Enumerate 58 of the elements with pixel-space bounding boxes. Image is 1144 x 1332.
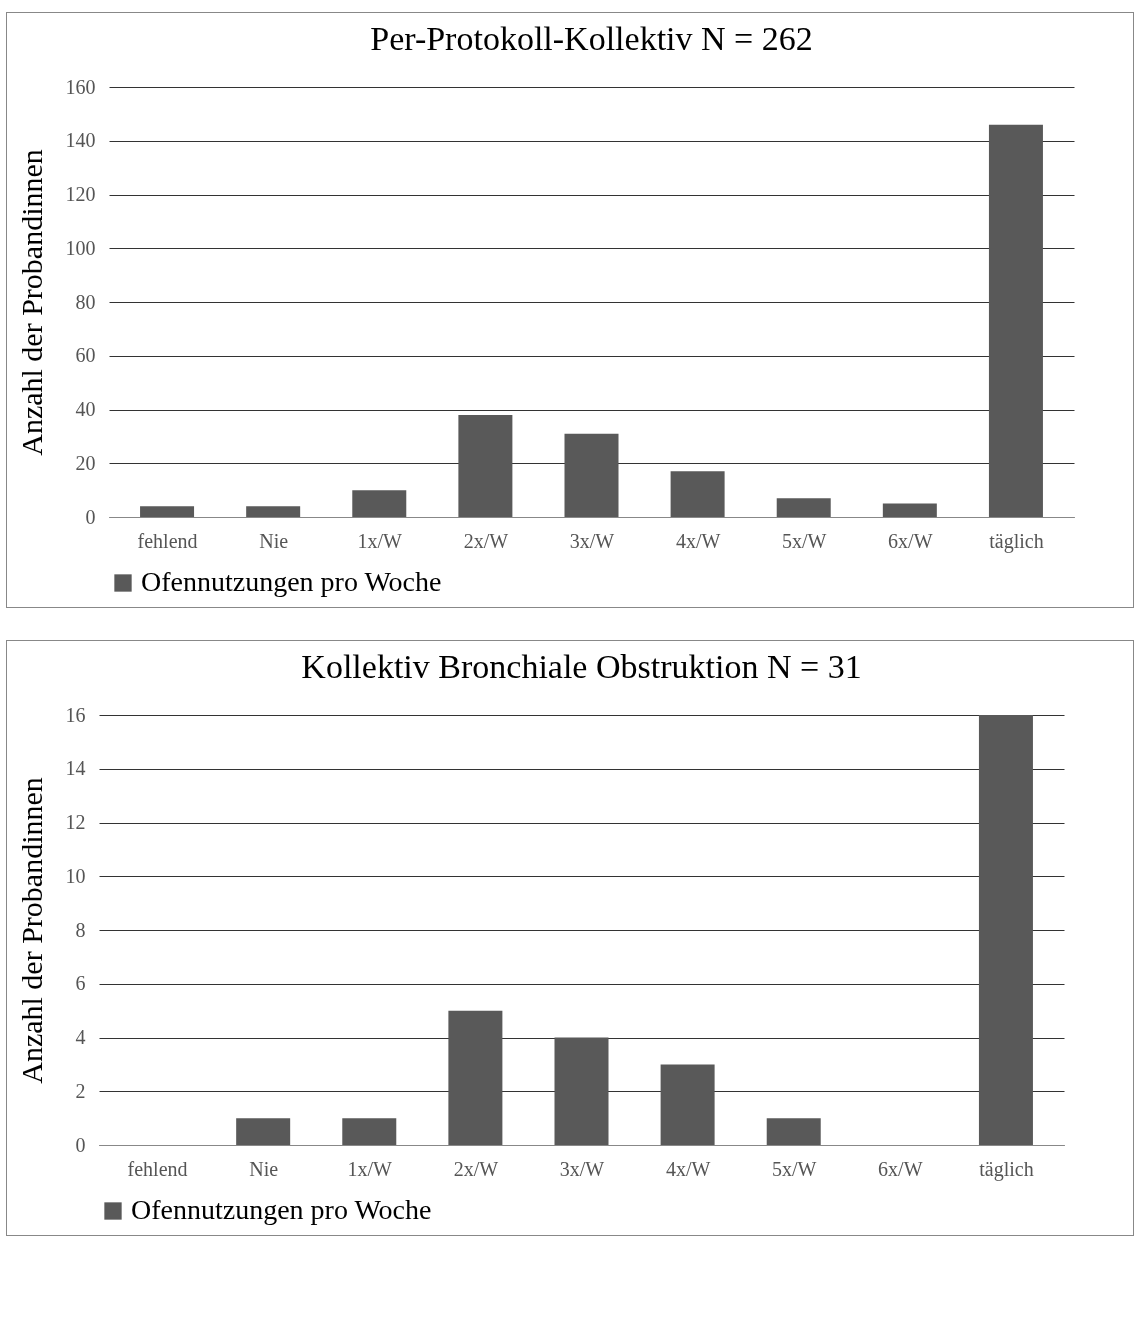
legend-label: Ofennutzungen pro Woche [141,566,442,597]
y-tick-label: 0 [75,1133,86,1156]
x-tick-label: 6x/W [888,529,933,552]
bar [448,1010,503,1145]
x-tick-label: 1x/W [347,1157,393,1180]
y-tick-label: 14 [65,757,86,780]
bar [352,490,407,517]
x-tick-label: 2x/W [463,529,509,552]
bar [564,433,619,517]
y-axis-title: Anzahl der Probandinnen [14,777,48,1084]
chart-title: Per-Protokoll-Kollektiv N = 262 [370,20,813,57]
bar [660,1064,715,1145]
y-tick-label: 80 [75,290,96,313]
x-tick-label: 3x/W [569,529,615,552]
y-tick-label: 12 [65,811,86,833]
y-tick-label: 8 [75,918,86,941]
x-tick-label: täglich [989,529,1044,553]
y-tick-label: 40 [75,398,96,420]
x-tick-label: fehlend [127,1157,188,1180]
bar [554,1037,609,1145]
x-tick-label: 6x/W [878,1157,923,1180]
bar [246,506,301,517]
x-tick-label: 3x/W [559,1157,605,1180]
x-tick-label: 2x/W [453,1157,499,1180]
y-tick-label: 6 [75,972,86,995]
x-tick-label: 5x/W [782,529,827,552]
y-tick-label: 10 [65,864,86,887]
y-tick-label: 160 [65,75,96,98]
x-tick-label: Nie [249,1157,279,1180]
x-tick-label: 5x/W [772,1157,817,1180]
y-tick-label: 2 [75,1079,86,1102]
bar [458,414,513,517]
y-tick-label: 0 [85,505,96,528]
bar [988,124,1043,517]
bar [140,506,195,517]
y-tick-label: 120 [65,183,96,205]
bar [236,1118,291,1145]
y-tick-label: 60 [75,344,96,367]
y-tick-label: 100 [65,236,96,259]
y-tick-label: 20 [75,451,96,474]
x-tick-label: 4x/W [675,529,721,552]
bar [978,715,1033,1145]
x-tick-label: 4x/W [665,1157,711,1180]
bar [342,1118,397,1145]
y-tick-label: 16 [65,703,86,726]
bar [776,498,831,517]
legend-label: Ofennutzungen pro Woche [131,1194,432,1225]
x-tick-label: fehlend [137,529,198,552]
bar [766,1118,821,1145]
chart-title: Kollektiv Bronchiale Obstruktion N = 31 [301,648,862,685]
bar [670,471,725,517]
y-tick-label: 4 [75,1026,86,1048]
x-tick-label: 1x/W [357,529,403,552]
bar [882,503,937,517]
x-tick-label: täglich [979,1157,1034,1181]
y-axis-title: Anzahl der Probandinnen [14,149,48,456]
y-tick-label: 140 [65,129,96,152]
x-tick-label: Nie [259,529,289,552]
